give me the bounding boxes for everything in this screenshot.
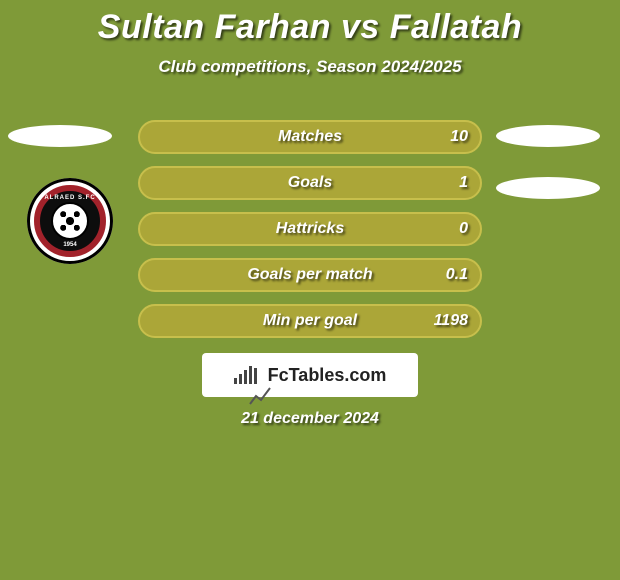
watermark-text: FcTables.com (268, 365, 387, 386)
trend-line-icon (248, 384, 272, 408)
page-subtitle: Club competitions, Season 2024/2025 (0, 57, 620, 77)
stat-row: Matches10 (138, 120, 482, 154)
soccer-ball-icon (51, 202, 89, 240)
club-right-placeholder-icon (496, 177, 600, 199)
stat-value-right: 0 (459, 220, 468, 238)
stat-value-right: 1198 (434, 312, 468, 330)
player-right-placeholder-icon (496, 125, 600, 147)
stat-value-right: 0.1 (446, 266, 468, 284)
stat-value-right: 1 (459, 174, 468, 192)
bar-chart-icon (234, 364, 262, 384)
stat-row: Goals1 (138, 166, 482, 200)
stat-row: Hattricks0 (138, 212, 482, 246)
stat-value-right: 10 (450, 128, 468, 146)
watermark-badge: FcTables.com (202, 353, 418, 397)
crest-top-text: ALRAED S.FC (40, 195, 100, 201)
crest-bottom-text: 1954 (40, 242, 100, 248)
player-left-placeholder-icon (8, 125, 112, 147)
stat-label: Matches (140, 128, 480, 146)
stat-label: Goals (140, 174, 480, 192)
stat-label: Goals per match (140, 266, 480, 284)
stat-row: Goals per match0.1 (138, 258, 482, 292)
stat-row: Min per goal1198 (138, 304, 482, 338)
stat-label: Min per goal (140, 312, 480, 330)
stat-label: Hattricks (140, 220, 480, 238)
page-title: Sultan Farhan vs Fallatah (0, 0, 620, 47)
club-crest-left: ALRAED S.FC 1954 (27, 178, 113, 264)
date-text: 21 december 2024 (0, 410, 620, 428)
